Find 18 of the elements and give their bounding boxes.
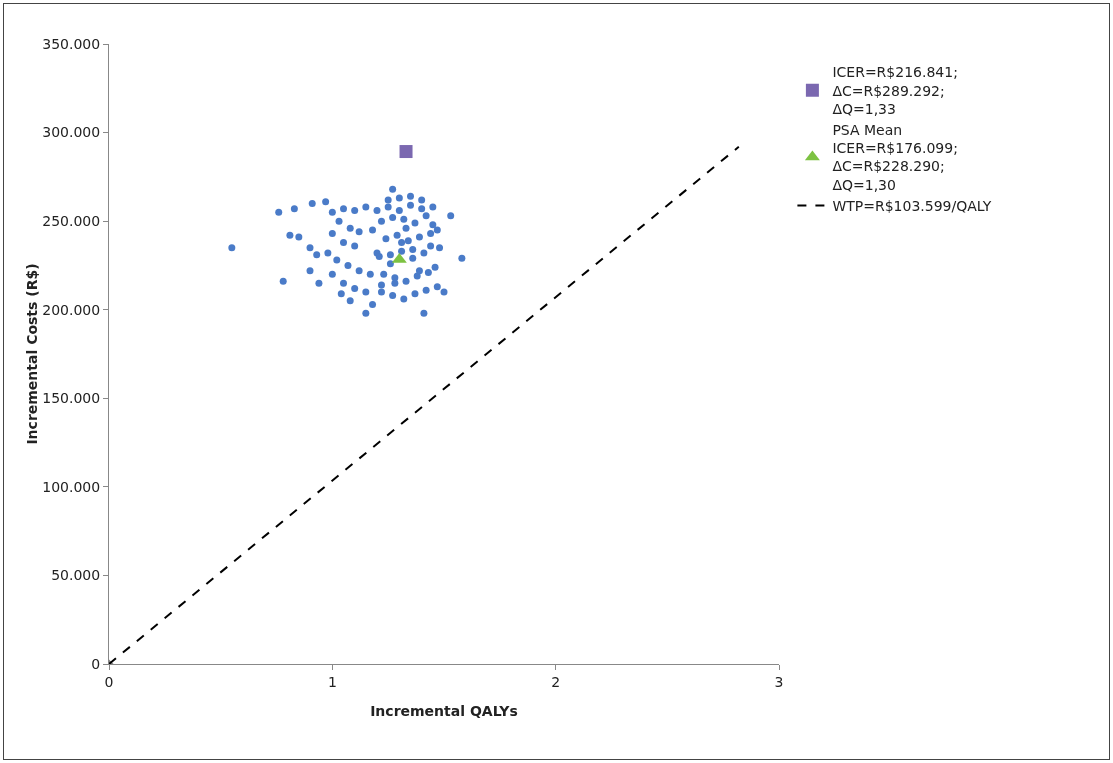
y-tick-label: 300.000 — [42, 124, 101, 141]
y-tick-label: 0 — [91, 655, 101, 672]
y-axis-title: Incremental Costs (R$) — [24, 263, 41, 445]
y-tick-label: 350.000 — [42, 35, 101, 52]
x-axis-title: Incremental QALYs — [370, 703, 518, 719]
legend-label: ICER=R$216.841; ΔC=R$289.292; ΔQ=1,33 — [832, 64, 958, 117]
x-tick-label: 0 — [104, 673, 114, 690]
y-tick-label: 250.000 — [42, 213, 101, 230]
x-tick-label: 2 — [551, 673, 561, 690]
point — [399, 145, 413, 159]
x-tick-label: 1 — [327, 673, 337, 690]
y-tick-label: 200.000 — [42, 301, 101, 318]
y-tick-label: 100.000 — [42, 478, 101, 495]
y-tick-label: 150.000 — [42, 390, 101, 407]
x-tick-label: 3 — [774, 673, 784, 690]
y-tick-label: 50.000 — [51, 567, 101, 584]
legend-label: PSA Mean ICER=R$176.099; ΔC=R$228.290; ΔQ=1,30 — [832, 122, 958, 193]
legend-label: WTP=R$103.599/QALY — [832, 197, 992, 214]
